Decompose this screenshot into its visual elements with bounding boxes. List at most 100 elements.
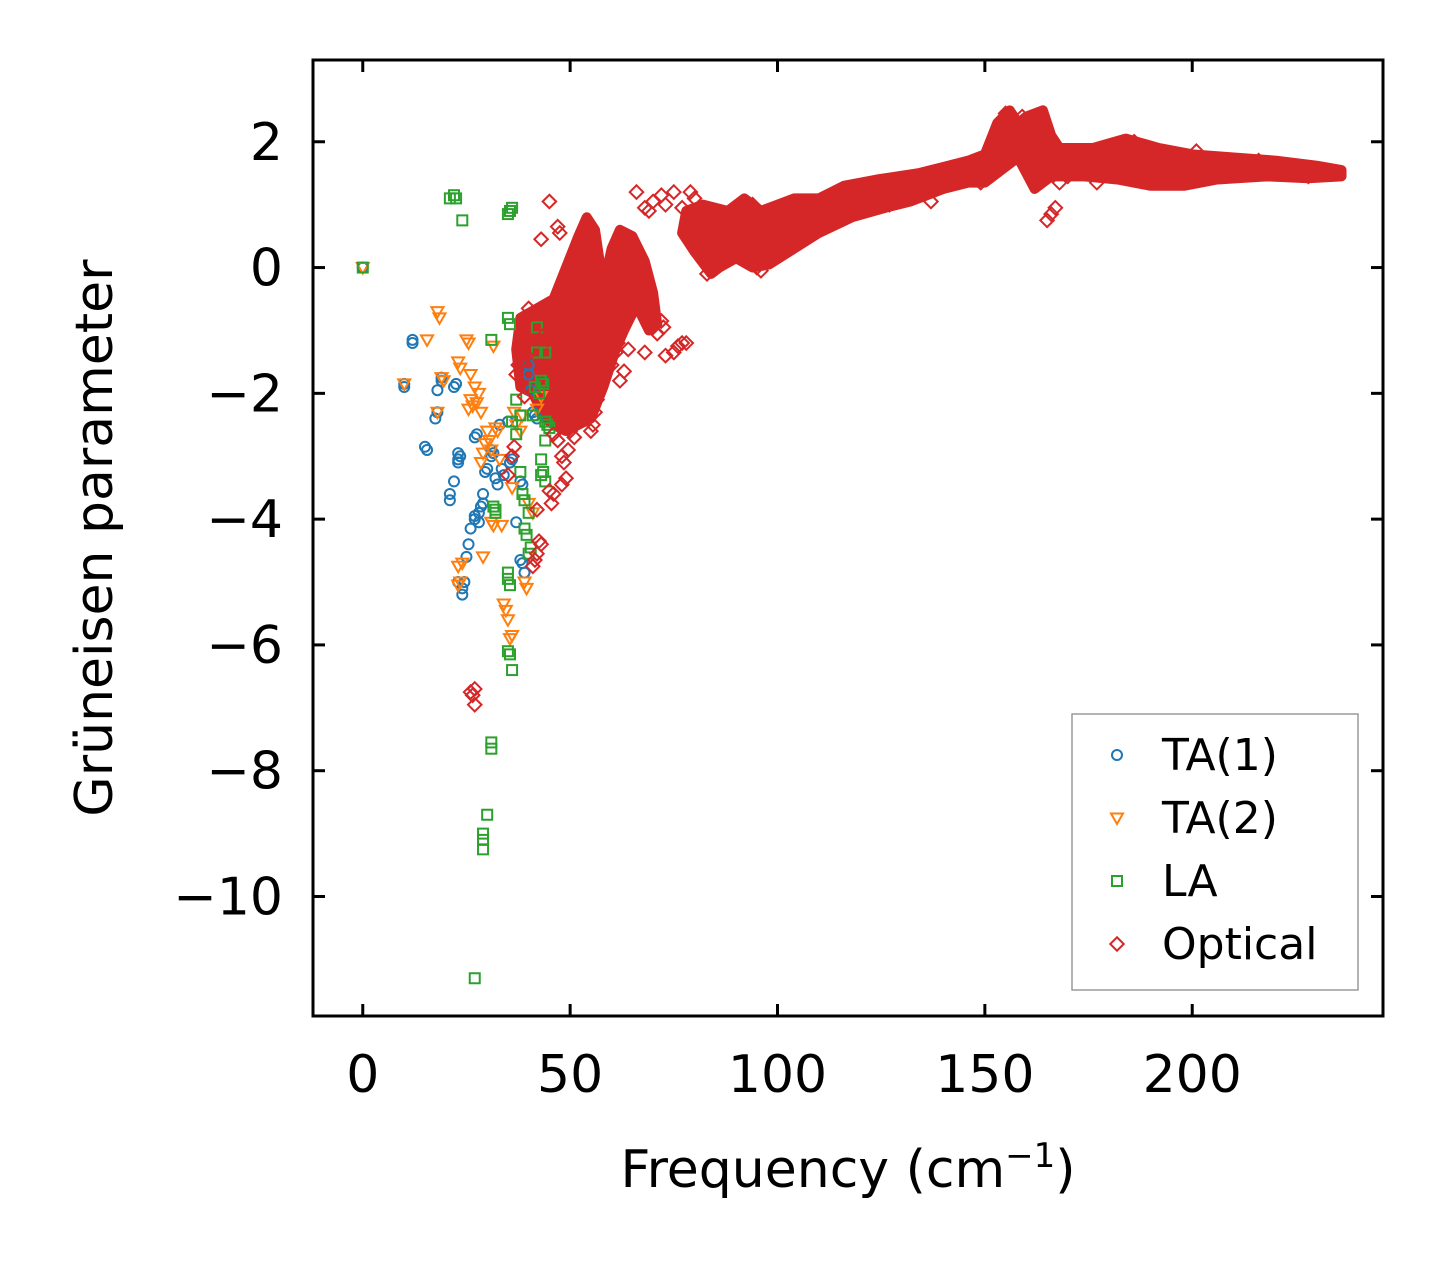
y-tick-label: −8 (206, 742, 283, 802)
data-point (454, 450, 467, 463)
data-point (452, 362, 468, 377)
data-point (1001, 121, 1018, 138)
data-point (673, 199, 691, 216)
data-point (429, 406, 446, 421)
data-point (628, 281, 645, 298)
data-point (590, 378, 608, 396)
data-point (1130, 136, 1147, 154)
data-point (1192, 152, 1209, 169)
data-point (1225, 158, 1242, 176)
data-point (520, 300, 537, 317)
data-point (620, 341, 637, 358)
data-point (510, 428, 523, 441)
data-point (514, 409, 527, 422)
legend-item: TA(1) (1111, 730, 1278, 781)
data-point (501, 645, 514, 658)
data-point (514, 353, 531, 371)
data-point (1109, 152, 1126, 169)
data-point (926, 168, 944, 185)
legend-label: TA(2) (1161, 793, 1278, 844)
data-point (1142, 161, 1159, 179)
data-point (1291, 161, 1309, 179)
data-point (723, 243, 741, 260)
data-point (555, 454, 573, 471)
data-point (561, 422, 579, 440)
data-point (545, 485, 562, 503)
data-point (698, 265, 716, 283)
data-point (1150, 165, 1168, 182)
data-point (1233, 161, 1251, 179)
data-point (740, 199, 757, 216)
data-point (471, 387, 487, 402)
data-point (503, 448, 521, 465)
x-tick-label: 100 (728, 1045, 827, 1105)
data-point (744, 196, 761, 213)
data-point (588, 391, 606, 408)
data-point (435, 375, 452, 389)
data-point (462, 394, 479, 408)
legend-marker (1108, 935, 1126, 953)
data-point (622, 293, 639, 311)
data-point (541, 193, 558, 210)
y-tick-label: −6 (206, 616, 283, 676)
data-point (504, 629, 520, 644)
data-point (906, 174, 923, 191)
legend-item: Optical (1108, 919, 1317, 970)
data-point (989, 133, 1006, 150)
data-point (477, 843, 490, 856)
data-point (655, 319, 672, 336)
data-point (1014, 108, 1031, 125)
data-point (516, 576, 533, 591)
data-point (586, 404, 604, 421)
data-point (557, 470, 575, 487)
data-point (1163, 161, 1180, 179)
data-point (1047, 199, 1064, 216)
data-point (520, 528, 533, 541)
data-point (503, 318, 516, 331)
data-point (470, 428, 483, 441)
data-point (485, 519, 502, 534)
data-point (549, 432, 566, 449)
plot-frame (311, 58, 1385, 1018)
data-point (1121, 139, 1139, 157)
data-point (485, 340, 502, 355)
data-point (473, 457, 489, 471)
data-point (856, 183, 873, 201)
data-point (559, 441, 577, 459)
data-point (489, 506, 502, 519)
data-point (702, 262, 720, 279)
data-point (1043, 205, 1060, 223)
data-point (518, 347, 535, 364)
data-point (810, 205, 828, 223)
data-point (566, 429, 583, 446)
data-markers (355, 105, 1346, 985)
data-point (665, 183, 682, 201)
data-point (881, 196, 898, 213)
data-point (477, 827, 490, 840)
data-point (1179, 158, 1197, 176)
data-point (761, 237, 778, 254)
data-point (406, 337, 419, 350)
data-point (694, 202, 712, 220)
data-point (972, 174, 989, 191)
data-point (543, 495, 560, 512)
data-point (541, 418, 554, 431)
data-point (487, 447, 500, 460)
data-point (951, 161, 969, 179)
data-point (1018, 133, 1035, 150)
data-point (603, 356, 620, 374)
data-point (568, 407, 585, 424)
data-point (1325, 165, 1342, 182)
data-point (530, 346, 543, 359)
data-point (421, 443, 434, 456)
data-point (485, 333, 498, 346)
data-point (398, 381, 411, 394)
data-point (485, 736, 498, 749)
x-tick-label: 200 (1143, 1045, 1242, 1105)
data-point (657, 347, 674, 364)
data-point (769, 224, 786, 242)
data-point (506, 415, 519, 428)
data-point (628, 183, 645, 201)
data-point (790, 224, 807, 242)
data-point (736, 231, 753, 248)
